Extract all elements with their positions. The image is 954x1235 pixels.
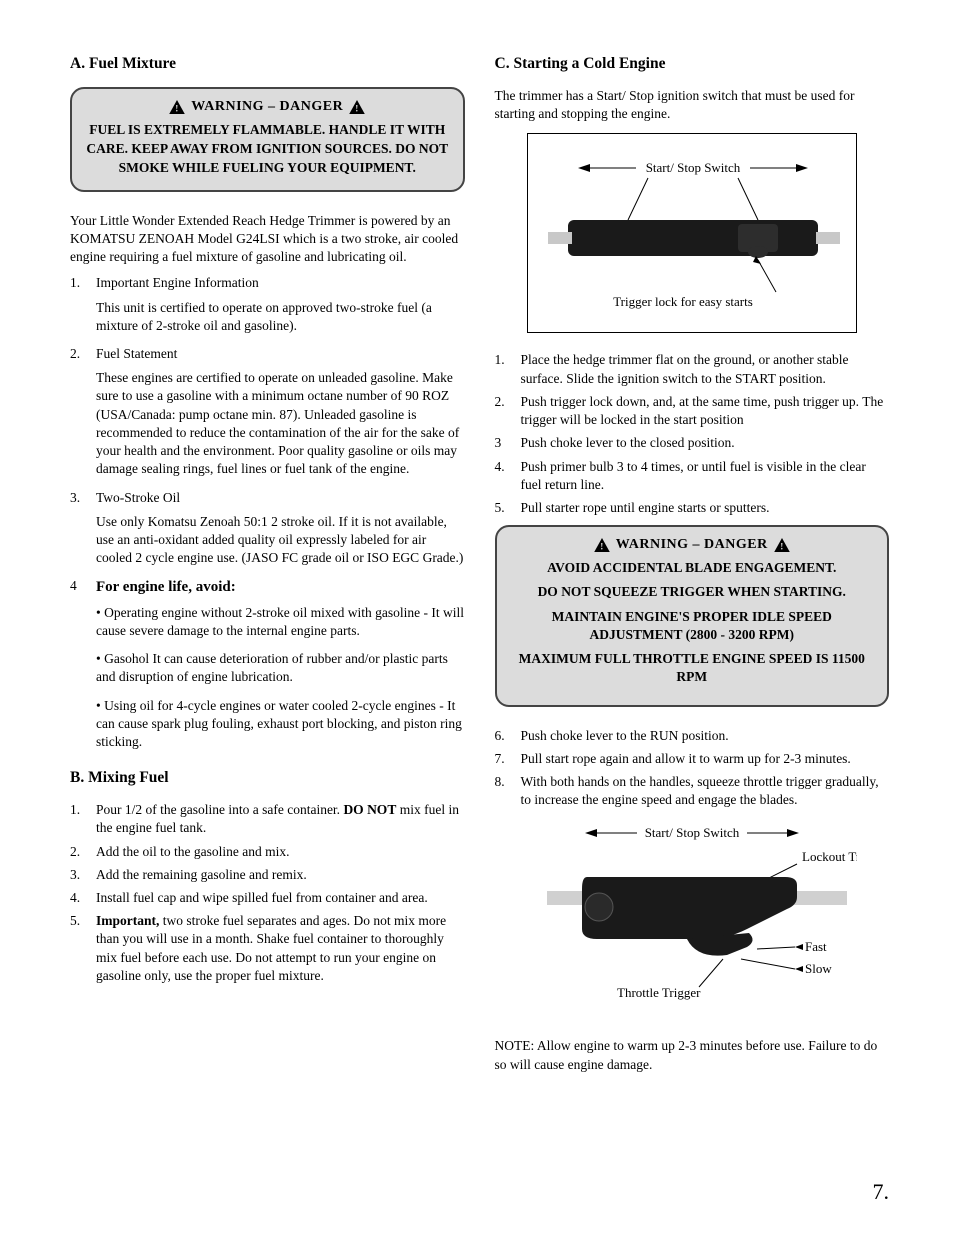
list-item: 8.With both hands on the handles, squeez… — [495, 773, 890, 809]
svg-text:!: ! — [600, 543, 604, 552]
section-b-list: 1. Pour 1/2 of the gasoline into a safe … — [70, 801, 465, 985]
section-a-list: 1. Important Engine Information — [70, 274, 465, 292]
left-column: A. Fuel Mixture ! WARNING – DANGER ! FUE… — [70, 55, 465, 1082]
warning-head-text: WARNING – DANGER — [191, 99, 343, 115]
warning-body: AVOID ACCIDENTAL BLADE ENGAGEMENT. DO NO… — [511, 559, 874, 686]
item-body: Use only Komatsu Zenoah 50:1 2 stroke oi… — [96, 513, 465, 568]
warning-triangle-icon: ! — [349, 100, 365, 114]
list-item: 2. Fuel Statement — [70, 345, 465, 363]
warning-header: ! WARNING – DANGER ! — [86, 99, 449, 115]
list-item: 2.Push trigger lock down, and, at the sa… — [495, 393, 890, 429]
svg-text:Throttle Trigger: Throttle Trigger — [617, 985, 701, 1000]
section-a-list: 3. Two-Stroke Oil — [70, 489, 465, 507]
section-a-title: A. Fuel Mixture — [70, 55, 465, 73]
list-item: 4.Push primer bulb 3 to 4 times, or unti… — [495, 458, 890, 494]
section-c-title: C. Starting a Cold Engine — [495, 55, 890, 73]
warning-triangle-icon: ! — [774, 538, 790, 552]
svg-text:Start/ Stop Switch: Start/ Stop Switch — [644, 825, 739, 840]
section-a-list: 2. Fuel Statement — [70, 345, 465, 363]
list-item: 7.Pull start rope again and allow it to … — [495, 750, 890, 768]
warning-box-blade: ! WARNING – DANGER ! AVOID ACCIDENTAL BL… — [495, 525, 890, 706]
svg-text:Fast: Fast — [805, 939, 827, 954]
svg-text:Lockout Trigger: Lockout Trigger — [802, 849, 857, 864]
fig1-switch-label: Start/ Stop Switch — [645, 160, 740, 175]
list-item: 3. Two-Stroke Oil — [70, 489, 465, 507]
list-item: 1. Important Engine Information — [70, 274, 465, 292]
list-item: 4. Install fuel cap and wipe spilled fue… — [70, 889, 465, 907]
section-c-intro: The trimmer has a Start/ Stop ignition s… — [495, 87, 890, 123]
item-body: These engines are certified to operate o… — [96, 369, 465, 478]
list-item: 4 For engine life, avoid: — [70, 577, 465, 597]
list-item: 5.Pull starter rope until engine starts … — [495, 499, 890, 517]
list-item: 3. Add the remaining gasoline and remix. — [70, 866, 465, 884]
bullet: • Using oil for 4-cycle engines or water… — [96, 697, 465, 752]
right-column: C. Starting a Cold Engine The trimmer ha… — [495, 55, 890, 1082]
bullet: • Operating engine without 2-stroke oil … — [96, 604, 465, 640]
warning-triangle-icon: ! — [169, 100, 185, 114]
warning-header: ! WARNING – DANGER ! — [511, 537, 874, 553]
section-c-note: NOTE: Allow engine to warm up 2-3 minute… — [495, 1037, 890, 1073]
svg-text:!: ! — [355, 105, 359, 114]
warning-head-text: WARNING – DANGER — [616, 537, 768, 553]
page-number: 7. — [873, 1179, 890, 1205]
item-body: This unit is certified to operate on app… — [96, 299, 465, 335]
list-item: 2. Add the oil to the gasoline and mix. — [70, 843, 465, 861]
figure-switch-diagram: Start/ Stop Switch Trigger lock for easy… — [527, 133, 857, 333]
bullet: • Gasohol It can cause deterioration of … — [96, 650, 465, 686]
list-item: 1. Pour 1/2 of the gasoline into a safe … — [70, 801, 465, 837]
section-b-title: B. Mixing Fuel — [70, 769, 465, 787]
svg-text:!: ! — [780, 543, 784, 552]
list-item: 6.Push choke lever to the RUN position. — [495, 727, 890, 745]
fig1-trigger-label: Trigger lock for easy starts — [613, 294, 753, 309]
svg-text:Slow: Slow — [805, 961, 832, 976]
warning-box-fuel: ! WARNING – DANGER ! FUEL IS EXTREMELY F… — [70, 87, 465, 192]
section-a-list: 4 For engine life, avoid: — [70, 577, 465, 597]
list-item: 1.Place the hedge trimmer flat on the gr… — [495, 351, 890, 387]
svg-text:!: ! — [176, 105, 180, 114]
section-a-intro: Your Little Wonder Extended Reach Hedge … — [70, 212, 465, 267]
list-item: 3Push choke lever to the closed position… — [495, 434, 890, 452]
warning-triangle-icon: ! — [594, 538, 610, 552]
figure-trigger-diagram: Start/ Stop Switch Lockout Trigger Fast … — [527, 819, 857, 1019]
warning-body: FUEL IS EXTREMELY FLAMMABLE. HANDLE IT W… — [86, 121, 449, 178]
list-item: 5. Important, two stroke fuel separates … — [70, 912, 465, 985]
section-c-list1: 1.Place the hedge trimmer flat on the gr… — [495, 351, 890, 517]
section-c-list2: 6.Push choke lever to the RUN position. … — [495, 727, 890, 810]
